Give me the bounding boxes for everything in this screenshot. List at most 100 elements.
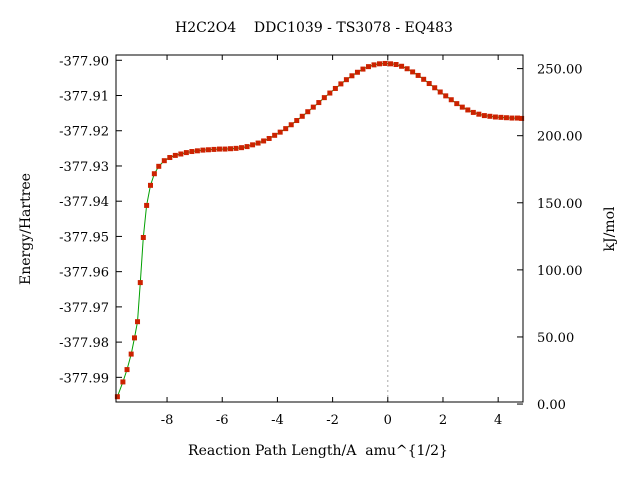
y-axis-right-ticks: 0.00 50.00 100.00 150.00 200.00 250.00 <box>517 63 583 413</box>
y-axis-right-label: kJ/mol <box>602 206 618 252</box>
data-point <box>189 149 195 155</box>
data-point <box>135 319 141 325</box>
data-point <box>321 95 327 101</box>
data-point <box>261 138 267 144</box>
data-point <box>244 144 250 150</box>
data-point <box>299 113 305 119</box>
data-point <box>432 85 438 91</box>
data-point <box>250 142 256 148</box>
data-point <box>509 115 515 121</box>
data-point <box>131 335 137 341</box>
data-point <box>147 182 153 188</box>
data-point <box>470 109 476 115</box>
data-point <box>233 145 239 151</box>
data-point <box>332 85 338 91</box>
data-point <box>310 104 316 110</box>
data-point <box>124 367 130 373</box>
x-tick-label: 4 <box>494 413 502 428</box>
data-point <box>487 113 493 119</box>
data-point <box>492 114 498 120</box>
x-axis-ticks: -8 -6 -4 -2 0 2 4 <box>161 55 502 428</box>
data-point <box>167 155 173 161</box>
x-tick-label: 2 <box>439 413 447 428</box>
data-point <box>448 97 454 103</box>
data-point <box>354 69 360 75</box>
y-tick-label: -377.91 <box>59 90 109 105</box>
data-point <box>365 64 371 70</box>
data-point <box>514 115 520 121</box>
data-point <box>172 152 178 158</box>
data-point <box>283 126 289 132</box>
data-point <box>465 107 471 113</box>
y2-tick-label: 50.00 <box>537 331 574 346</box>
data-point <box>443 93 449 99</box>
y-tick-label: -377.96 <box>59 266 109 281</box>
data-point <box>277 129 283 135</box>
data-point <box>211 146 217 152</box>
data-point <box>459 104 465 110</box>
data-point <box>151 171 157 177</box>
data-point <box>183 150 189 156</box>
y2-tick-label: 0.00 <box>537 398 566 413</box>
data-point <box>476 111 482 117</box>
data-point <box>349 73 355 79</box>
y-tick-label: -377.97 <box>59 301 109 316</box>
chart-title: H2C2O4 DDC1039 - TS3078 - EQ483 <box>175 20 453 36</box>
x-tick-label: -6 <box>216 413 229 428</box>
data-point <box>114 394 120 400</box>
y-axis-left-ticks: -377.90 -377.91 -377.92 -377.93 -377.94 -377.… <box>59 54 122 386</box>
data-point <box>404 66 410 72</box>
data-point <box>316 100 322 106</box>
data-point <box>239 145 245 151</box>
data-point <box>327 90 333 96</box>
data-point <box>128 351 134 357</box>
data-point <box>156 163 162 169</box>
y-tick-label: -377.90 <box>59 54 109 69</box>
data-point <box>140 234 146 240</box>
data-point <box>178 151 184 157</box>
data-point <box>288 122 294 128</box>
y-tick-label: -377.95 <box>59 230 109 245</box>
data-point <box>200 147 206 153</box>
plot-frame <box>115 54 524 403</box>
data-point <box>377 61 383 67</box>
data-point <box>481 113 487 119</box>
x-tick-label: -8 <box>161 413 174 428</box>
data-point <box>519 115 525 121</box>
y2-tick-label: 200.00 <box>537 130 583 145</box>
data-point <box>137 280 143 286</box>
data-point <box>393 62 399 68</box>
y2-tick-label: 150.00 <box>537 197 583 212</box>
x-tick-label: -2 <box>326 413 339 428</box>
data-point <box>205 147 211 153</box>
data-point <box>305 109 311 115</box>
x-tick-label: 0 <box>384 413 392 428</box>
data-point <box>294 118 300 124</box>
data-point <box>360 66 366 72</box>
data-point <box>371 62 377 68</box>
data-point <box>388 61 394 67</box>
x-axis-label: Reaction Path Length/A amu^{1/2} <box>188 443 448 459</box>
x-tick-label: -4 <box>271 413 284 428</box>
y2-tick-label: 100.00 <box>537 264 583 279</box>
data-point <box>437 89 443 95</box>
data-point <box>222 146 228 152</box>
data-point <box>382 60 388 66</box>
energy-line <box>116 62 522 397</box>
y2-tick-label: 250.00 <box>537 63 583 78</box>
data-point <box>144 202 150 208</box>
data-point <box>228 146 234 152</box>
data-point <box>498 114 504 120</box>
data-point <box>194 148 200 154</box>
y-tick-label: -377.94 <box>59 195 109 210</box>
y-tick-label: -377.92 <box>59 125 109 140</box>
data-point <box>266 135 272 141</box>
data-point <box>421 76 427 82</box>
y-axis-left-label: Energy/Hartree <box>18 173 34 285</box>
data-point <box>343 77 349 83</box>
data-point <box>454 101 460 107</box>
y-tick-label: -377.93 <box>59 160 109 175</box>
data-point <box>426 81 432 87</box>
data-point <box>399 63 405 69</box>
